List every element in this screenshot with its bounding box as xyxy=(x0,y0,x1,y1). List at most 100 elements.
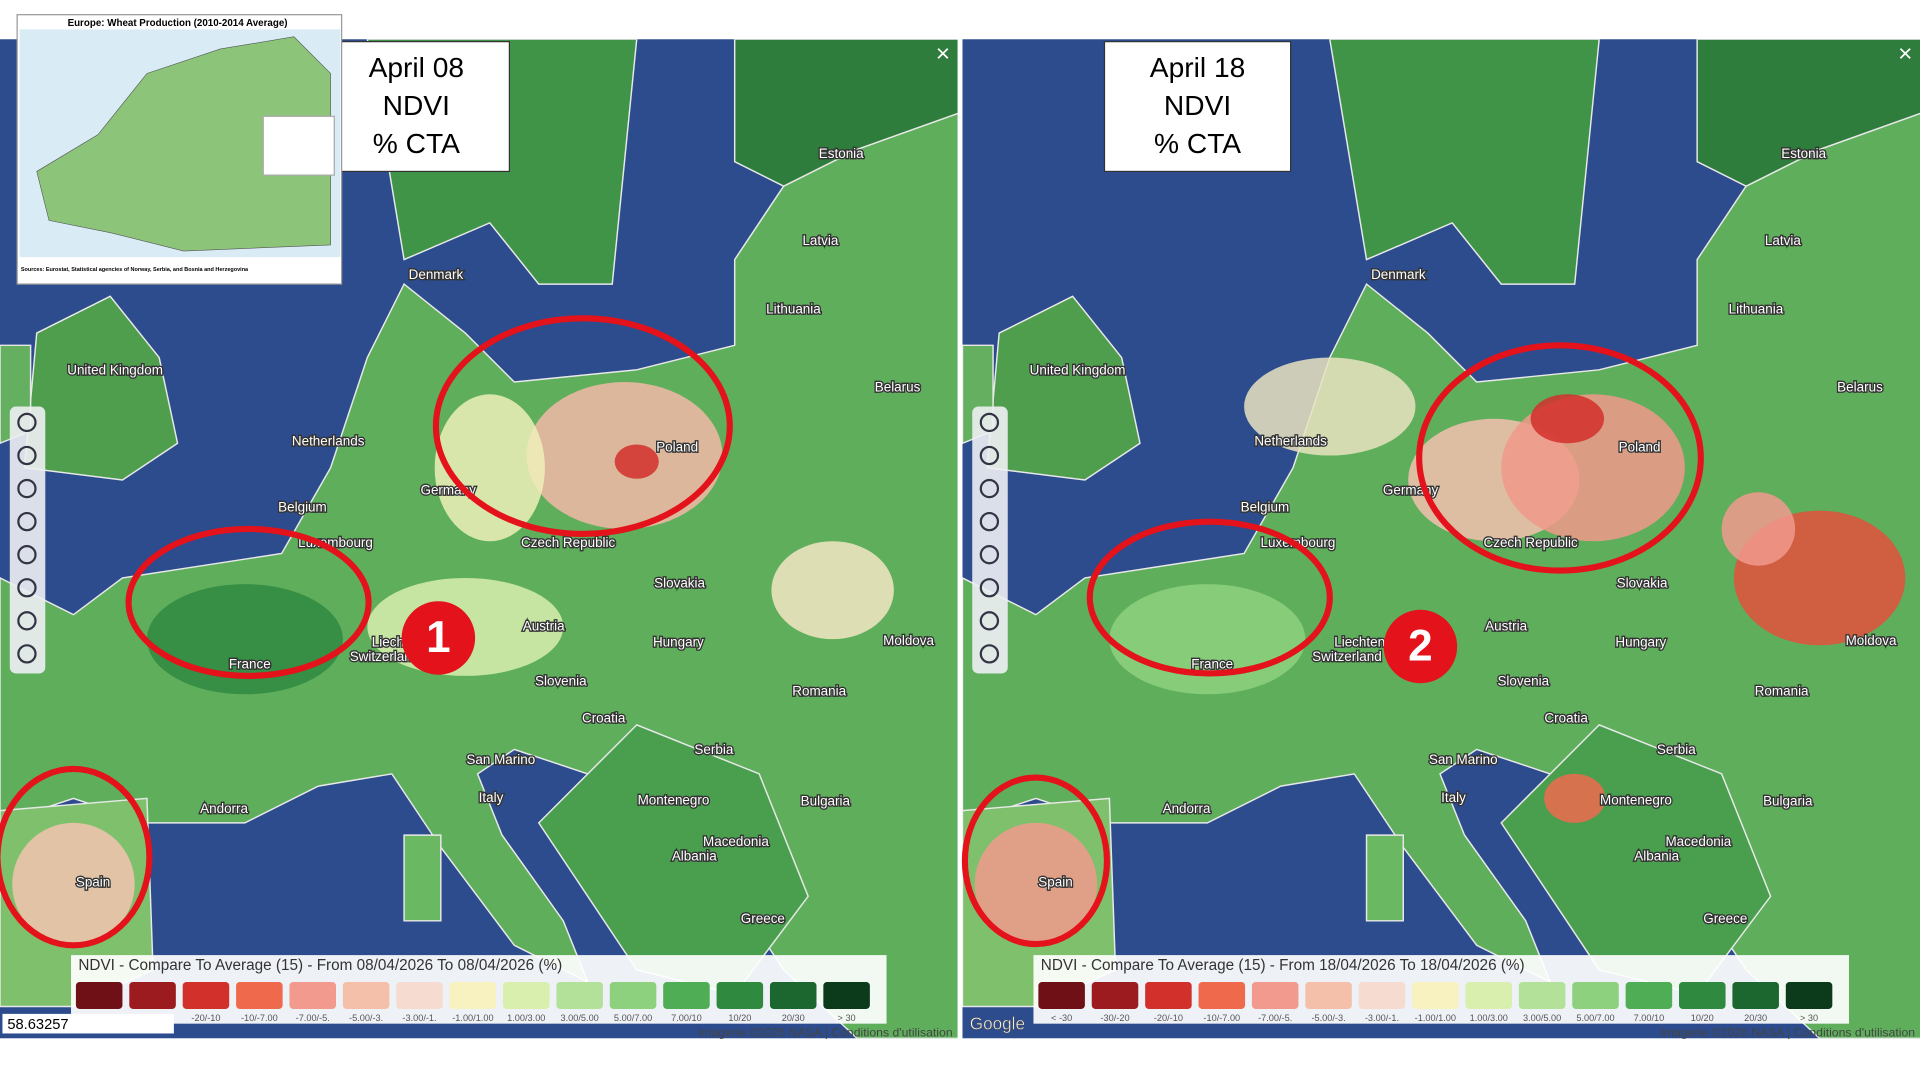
tool-button[interactable] xyxy=(979,545,1000,565)
country-label: Albania xyxy=(1634,849,1679,864)
country-label: Croatia xyxy=(582,710,626,725)
tool-button[interactable] xyxy=(979,611,1000,631)
legend-label: -1.00/1.00 xyxy=(452,1013,493,1023)
tool-button[interactable] xyxy=(17,611,37,631)
legend-label: 10/20 xyxy=(1691,1013,1714,1023)
country-label: Spain xyxy=(1038,874,1072,889)
ndvi-region xyxy=(771,541,894,640)
inset-land xyxy=(36,36,331,252)
country-label: Hungary xyxy=(653,634,704,649)
label-line: April 18 xyxy=(1150,52,1245,83)
country-label: United Kingdom xyxy=(67,363,163,378)
legend-swatch xyxy=(503,982,550,1009)
legend-swatch xyxy=(129,982,176,1009)
tool-button[interactable] xyxy=(17,412,37,433)
country-label: Moldova xyxy=(883,633,934,648)
tool-button[interactable] xyxy=(17,578,37,598)
tool-button[interactable] xyxy=(17,445,37,466)
ndvi-region xyxy=(1530,394,1605,444)
legend-swatch xyxy=(1251,982,1299,1009)
legend-swatch xyxy=(449,982,497,1009)
legend-label: -20/-10 xyxy=(1154,1013,1183,1023)
tool-button[interactable] xyxy=(979,578,1000,598)
country-label: Netherlands xyxy=(292,434,365,449)
tool-button[interactable] xyxy=(979,445,1000,466)
legend-label: -3.00/-1. xyxy=(1365,1013,1399,1023)
country-label: Belarus xyxy=(1837,380,1883,395)
tool-button[interactable] xyxy=(17,644,37,664)
country-label: Italy xyxy=(1441,790,1466,805)
country-label: Slovenia xyxy=(1497,674,1549,689)
legend-label: -5.00/-3. xyxy=(349,1013,383,1023)
legend-swatch xyxy=(182,982,230,1009)
country-label: Serbia xyxy=(694,742,733,757)
tool-button[interactable] xyxy=(17,478,37,499)
legend-title: NDVI - Compare To Average (15) - From 08… xyxy=(78,957,562,974)
toolbar xyxy=(972,406,1008,674)
legend-label: < -30 xyxy=(1051,1013,1072,1023)
highlight-ellipse xyxy=(1416,342,1704,574)
inset-legend xyxy=(262,115,335,176)
country-label: Belgium xyxy=(1241,500,1290,515)
legend-swatch xyxy=(716,982,764,1009)
ndvi-region xyxy=(614,444,659,479)
country-label: France xyxy=(229,656,271,671)
country-label: Andorra xyxy=(200,801,248,816)
country-label: Andorra xyxy=(1163,801,1211,816)
ndvi-region xyxy=(1109,584,1306,695)
legend-label: -20/-10 xyxy=(191,1013,220,1023)
tool-button[interactable] xyxy=(979,478,1000,499)
close-button[interactable]: × xyxy=(936,41,950,68)
tool-button[interactable] xyxy=(17,511,37,532)
country-label: Serbia xyxy=(1657,742,1696,757)
legend-label: -5.00/-3. xyxy=(1311,1013,1345,1023)
legend-swatch xyxy=(1091,982,1139,1009)
legend-label: -7.00/-5. xyxy=(1258,1013,1292,1023)
map-panel: United KingdomNetherlandsBelgiumLuxembou… xyxy=(961,39,1920,1040)
country-label: United Kingdom xyxy=(1030,363,1126,378)
marker-number: 1 xyxy=(426,613,451,662)
country-label: Netherlands xyxy=(1254,434,1327,449)
legend-label: 7.00/10 xyxy=(671,1013,702,1023)
close-button[interactable]: × xyxy=(1898,41,1912,68)
country-label: France xyxy=(1191,656,1233,671)
country-label: Austria xyxy=(1485,619,1527,634)
legend-swatch xyxy=(1145,982,1192,1009)
tool-button[interactable] xyxy=(979,644,1000,664)
map-panel: United KingdomNetherlandsBelgiumLuxembou… xyxy=(0,39,958,1040)
land xyxy=(1329,39,1600,285)
legend-label: 1.00/3.00 xyxy=(1470,1013,1508,1023)
country-label: Moldova xyxy=(1846,633,1897,648)
legend-swatch xyxy=(1305,982,1352,1009)
legend-label: 5.00/7.00 xyxy=(614,1013,652,1023)
tool-button[interactable] xyxy=(17,545,37,565)
legend-swatch xyxy=(1785,982,1833,1009)
legend-swatch xyxy=(769,982,817,1009)
country-label: Austria xyxy=(523,619,565,634)
legend-swatch xyxy=(1412,982,1459,1009)
country-label: Denmark xyxy=(409,267,464,282)
country-label: Poland xyxy=(656,440,698,455)
country-label: Macedonia xyxy=(1665,834,1731,849)
land xyxy=(733,39,958,187)
label-line: NDVI xyxy=(383,90,450,121)
ndvi-region xyxy=(1244,357,1416,456)
legend-label: 3.00/5.00 xyxy=(561,1013,599,1023)
country-label: Estonia xyxy=(819,146,864,161)
tool-button[interactable] xyxy=(979,511,1000,532)
country-label: Slovakia xyxy=(654,576,705,591)
label-line: % CTA xyxy=(373,128,460,159)
country-label: Hungary xyxy=(1615,634,1666,649)
country-label: Montenegro xyxy=(638,792,710,807)
highlight-ellipse xyxy=(432,315,733,537)
legend-swatch xyxy=(342,982,390,1009)
legend-title: NDVI - Compare To Average (15) - From 18… xyxy=(1041,957,1525,974)
tool-button[interactable] xyxy=(979,412,1000,433)
country-label: Greece xyxy=(741,911,785,926)
country-label: San Marino xyxy=(1429,752,1498,767)
legend-swatch xyxy=(823,982,870,1009)
legend-label: -7.00/-5. xyxy=(296,1013,330,1023)
marker-number: 2 xyxy=(1408,622,1433,671)
highlight-ellipse xyxy=(0,765,153,949)
highlight-ellipse xyxy=(961,774,1110,948)
